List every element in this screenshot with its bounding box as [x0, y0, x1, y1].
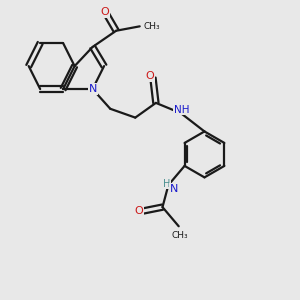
Text: NH: NH [174, 105, 189, 115]
Text: CH₃: CH₃ [172, 231, 188, 240]
Text: H: H [163, 178, 171, 189]
Text: CH₃: CH₃ [143, 22, 160, 31]
Text: N: N [170, 184, 178, 194]
Text: N: N [88, 84, 97, 94]
Text: O: O [145, 71, 154, 81]
Text: O: O [135, 206, 143, 216]
Text: O: O [100, 8, 109, 17]
